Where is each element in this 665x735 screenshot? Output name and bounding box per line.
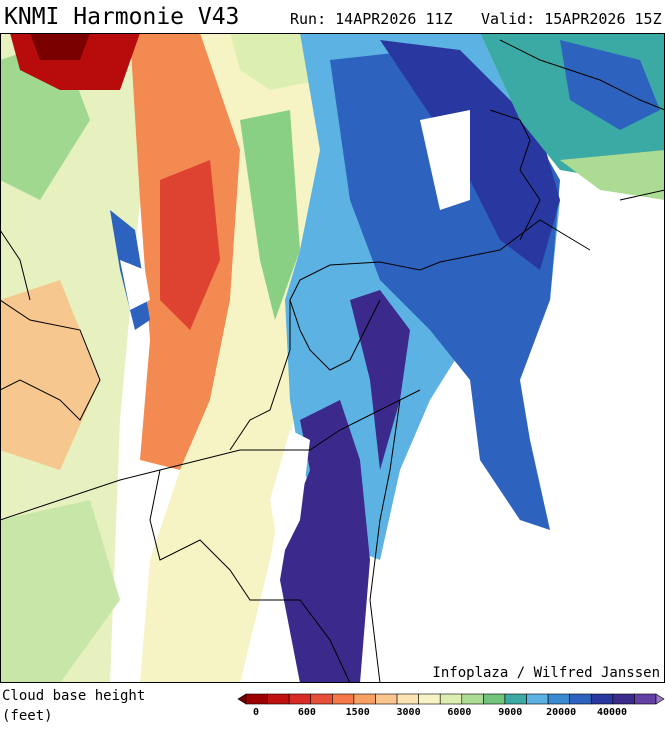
colorbar-label: 20000 [546,707,576,718]
colorbar-segment [634,693,657,705]
colorbar-segment [612,693,635,705]
colorbar-segment [267,693,290,705]
valid-time: Valid: 15APR2026 15Z [481,10,662,28]
credit: Infoplaza / Wilfred Janssen [432,665,660,681]
colorbar-segment [461,693,484,705]
legend-unit: (feet) [2,708,53,724]
colorbar-segment [526,693,549,705]
colorbar-label: 6000 [447,707,471,718]
run-time: Run: 14APR2026 11Z [290,10,453,28]
colorbar-label: 600 [298,707,316,718]
colorbar-high-end [655,693,665,705]
colorbar-segment [504,693,527,705]
title: KNMI Harmonie V43 [4,4,239,30]
legend-title: Cloud base height [2,688,145,704]
colorbar-label: 0 [253,707,259,718]
colorbar-segment [483,693,506,705]
colorbar-segment [245,693,268,705]
colorbar-segment [353,693,376,705]
colorbar-segment [590,693,614,705]
colorbar-segment [332,693,355,705]
colorbar-label: 9000 [498,707,522,718]
colorbar-label: 1500 [346,707,370,718]
colorbar-segment [375,693,398,705]
colorbar-segment [418,693,441,705]
colorbar-segment [547,693,570,705]
map: Infoplaza / Wilfred Janssen [0,33,665,684]
colorbar-segment [569,693,592,705]
colorbar-segment [439,693,463,705]
colorbar-segment [396,693,419,705]
colorbar-label: 40000 [597,707,627,718]
borders-coastlines [0,39,665,684]
colorbar: 0 600 1500 3000 6000 9000 20000 40000 [237,693,665,718]
colorbar-low-end [237,693,247,705]
cloud-field [1,33,664,682]
colorbar-label: 3000 [397,707,421,718]
colorbar-segment [288,693,312,705]
colorbar-segment [310,693,333,705]
